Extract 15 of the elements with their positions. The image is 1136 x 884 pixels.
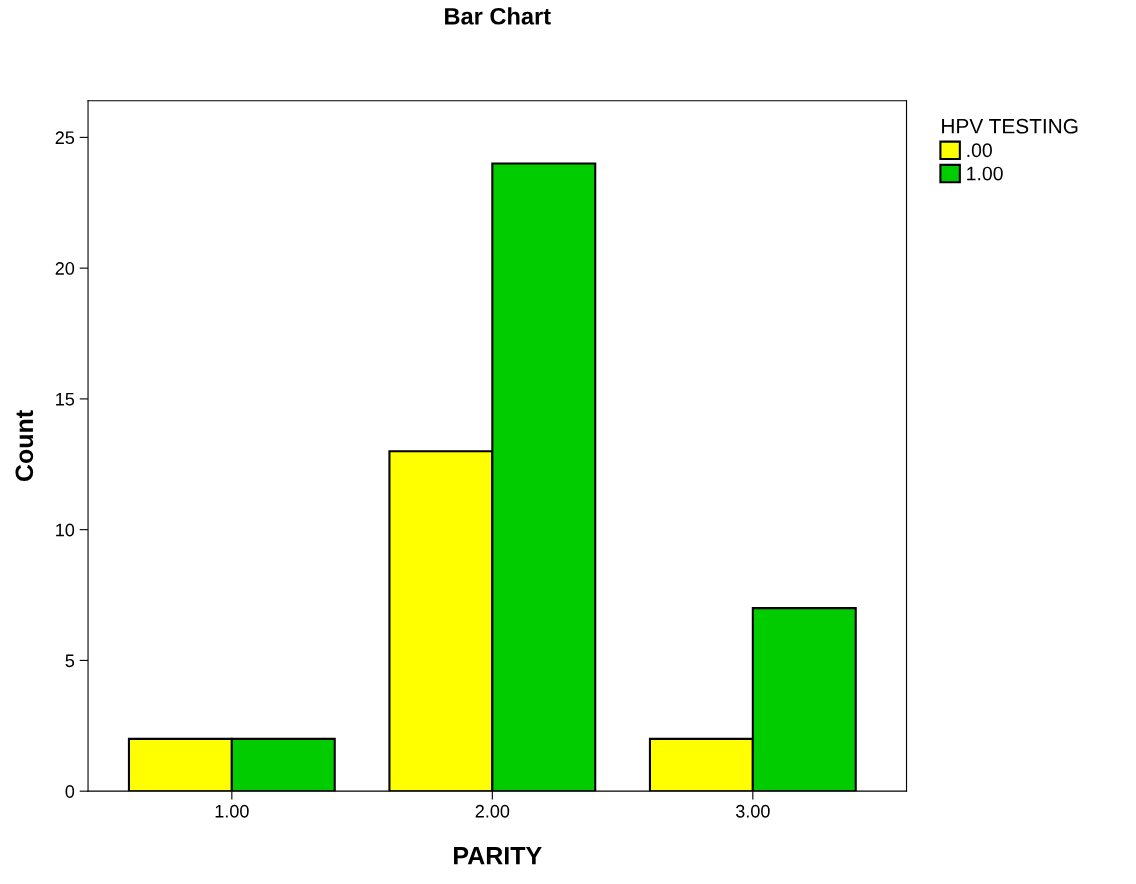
legend-label: 1.00 [967, 166, 1003, 181]
x-tick-label: 2.00 [475, 804, 510, 818]
chart-title: Bar Chart [445, 7, 551, 25]
y-tick-label: 5 [65, 654, 75, 668]
x-tick-label: 1.00 [215, 804, 249, 818]
x-axis-title: PARITY [454, 847, 542, 865]
y-tick-label: 20 [55, 262, 75, 275]
y-tick-label: 10 [56, 523, 75, 537]
legend-label: .00 [967, 143, 992, 158]
y-tick-label: 25 [55, 131, 75, 145]
y-axis-title: Count [15, 410, 34, 482]
y-tick-label: 15 [56, 393, 75, 406]
legend-title: HPV TESTING [942, 118, 1078, 134]
y-tick-label: 0 [65, 785, 75, 798]
x-tick-label: 3.00 [735, 804, 770, 818]
